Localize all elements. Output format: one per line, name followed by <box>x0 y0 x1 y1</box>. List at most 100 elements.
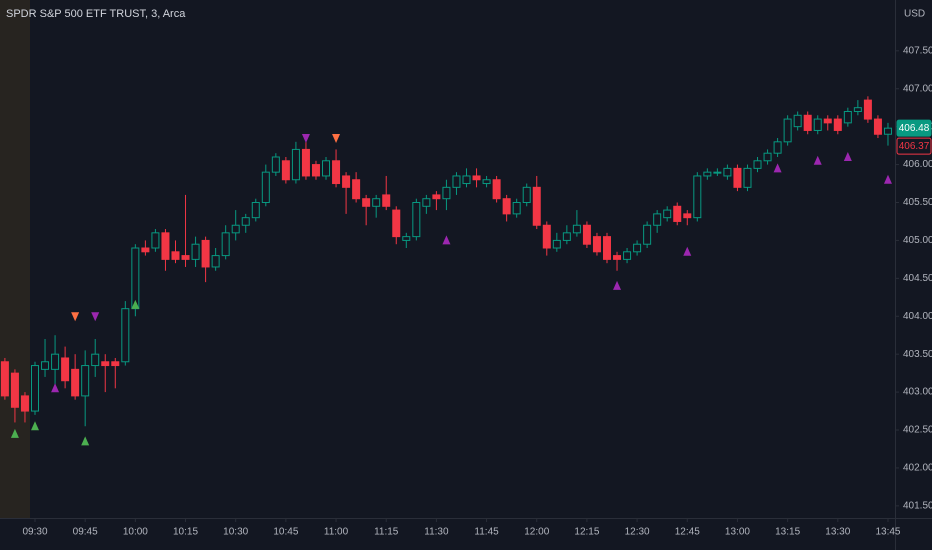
candle-body <box>231 224 240 234</box>
candle-body <box>402 236 411 241</box>
candle-body <box>492 179 501 200</box>
x-tick-label: 10:15 <box>173 527 198 538</box>
candle-body <box>171 251 180 260</box>
candle-body <box>261 171 270 203</box>
y-tick-label: 402.50 <box>903 425 932 436</box>
y-tick-label: 404.00 <box>903 311 932 322</box>
y-tick-label: 404.50 <box>903 273 932 284</box>
candle-body <box>502 198 511 215</box>
candle-body <box>763 152 772 162</box>
y-tick-label: 407.00 <box>903 83 932 94</box>
candle-body <box>382 194 391 207</box>
candle-body <box>51 353 60 370</box>
candle-body <box>131 247 140 310</box>
candle-body <box>813 118 822 131</box>
candle-body <box>703 171 712 177</box>
candle-body <box>332 160 341 185</box>
x-tick-label: 11:45 <box>474 527 499 538</box>
x-tick-label: 09:30 <box>22 527 47 538</box>
signal-marker <box>813 155 822 165</box>
premarket-shade <box>0 0 30 518</box>
candle-body <box>251 201 260 219</box>
candle-body <box>301 148 310 177</box>
candle-body <box>281 160 290 181</box>
candle-body <box>582 224 591 245</box>
candle-body <box>823 118 832 124</box>
candle-body <box>271 156 280 173</box>
candle-body <box>683 213 692 219</box>
x-tick-label: 09:45 <box>73 527 98 538</box>
signal-marker <box>683 246 692 256</box>
candle-body <box>743 167 752 188</box>
price-label: 406.37 <box>899 141 930 152</box>
candle-body <box>733 167 742 188</box>
candle-body <box>101 361 110 367</box>
x-tick-label: 13:45 <box>875 527 900 538</box>
price-label-box <box>896 137 932 155</box>
candle-body <box>863 99 872 120</box>
y-tick-label: 406.00 <box>903 159 932 170</box>
candle-body <box>592 236 601 253</box>
candle-body <box>211 255 220 268</box>
candle-body <box>81 365 90 397</box>
candle-body <box>352 179 361 200</box>
signal-marker <box>131 299 140 309</box>
x-tick-label: 12:00 <box>524 527 549 538</box>
candle-body <box>793 114 802 128</box>
candle-body <box>432 194 441 200</box>
candle-body <box>322 160 331 177</box>
signal-marker <box>81 436 90 446</box>
candle-body <box>482 179 491 185</box>
y-tick-label: 407.50 <box>903 45 932 56</box>
x-tick-label: 13:15 <box>775 527 800 538</box>
candle-body <box>723 167 732 177</box>
signal-marker <box>843 151 852 161</box>
candle-body <box>843 110 852 124</box>
candle-body <box>613 255 622 260</box>
candle-body <box>311 164 320 177</box>
candle-body <box>71 368 80 397</box>
candle-body <box>663 209 672 219</box>
candle-body <box>542 224 551 249</box>
x-tick-label: 12:15 <box>574 527 599 538</box>
candle-body <box>883 127 892 135</box>
candle-body <box>422 198 431 207</box>
candle-body <box>412 201 421 238</box>
chart-title: SPDR S&P 500 ETF TRUST, 3, Arca <box>6 8 186 20</box>
candle-body <box>201 239 210 268</box>
signal-marker <box>883 174 892 184</box>
candle-body <box>673 205 682 222</box>
x-tick-label: 11:00 <box>324 527 349 538</box>
x-tick-label: 12:30 <box>625 527 650 538</box>
candle-body <box>653 213 662 226</box>
candle-body <box>512 201 521 215</box>
candle-body <box>562 232 571 241</box>
candle-body <box>803 114 812 131</box>
candle-body <box>91 353 100 367</box>
candle-body <box>362 198 371 207</box>
x-tick-label: 10:45 <box>273 527 298 538</box>
candle-body <box>191 243 200 260</box>
candle-body <box>833 118 842 131</box>
candle-body <box>181 255 190 260</box>
signal-marker <box>442 235 451 245</box>
candle-body <box>392 209 401 238</box>
x-tick-label: 12:45 <box>675 527 700 538</box>
candle-body <box>151 232 160 249</box>
candle-body <box>241 217 250 226</box>
y-tick-label: 405.50 <box>903 197 932 208</box>
candle-body <box>291 148 300 181</box>
candle-body <box>643 224 652 245</box>
y-tick-label: 405.00 <box>903 235 932 246</box>
y-axis-label: USD <box>904 9 925 20</box>
candle-body <box>853 107 862 112</box>
candle-body <box>552 239 561 249</box>
candle-body <box>602 236 611 260</box>
candle-body <box>532 186 541 226</box>
candle-body <box>633 243 642 253</box>
candle-body <box>873 118 882 135</box>
candle-body <box>472 175 481 181</box>
